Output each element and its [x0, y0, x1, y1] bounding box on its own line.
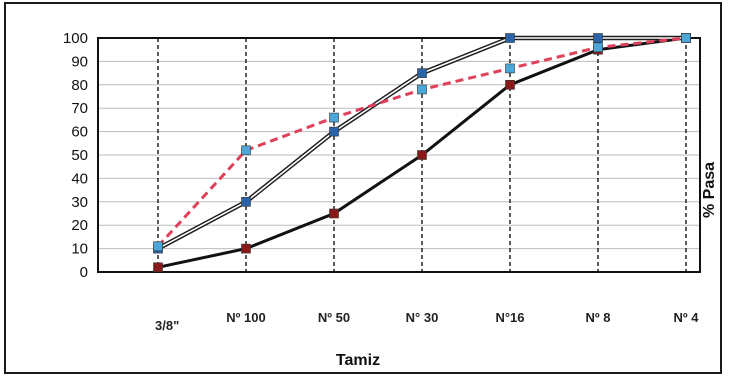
series-1-point-6: [681, 33, 691, 43]
series-0: [153, 33, 691, 254]
x-tick-label-4: N°16: [495, 310, 524, 325]
x-tick-label-5: Nº 8: [586, 310, 611, 325]
series-1-point-0: [153, 241, 163, 252]
series-2-point-4: [505, 80, 515, 90]
y-axis-ticks: 0 10 20 30 40 50 60 70 80 90 100: [63, 30, 88, 281]
y-tick-label-40: 40: [71, 170, 88, 187]
y-tick-label-10: 10: [71, 241, 88, 258]
y-tick-label-50: 50: [71, 147, 88, 164]
series-1-point-2: [329, 112, 339, 123]
series-layer: [153, 33, 691, 273]
series-0-point-3: [417, 68, 427, 78]
y-tick-label-70: 70: [71, 100, 88, 117]
plot-border: [97, 37, 701, 273]
series-1-point-1: [241, 145, 251, 156]
x-tick-label-1: Nº 100: [226, 310, 265, 325]
y-tick-label-30: 30: [71, 194, 88, 211]
series-0-point-1: [241, 197, 251, 207]
x-tick-label-2: Nº 50: [318, 310, 350, 325]
series-1-point-4: [505, 63, 515, 74]
x-axis-label: Tamiz: [336, 352, 380, 369]
y-tick-label-20: 20: [71, 217, 88, 234]
series-0-point-2: [329, 126, 339, 137]
series-1-point-5: [593, 42, 603, 53]
chart-frame: [4, 2, 722, 374]
x-tick-label-6: Nº 4: [674, 310, 700, 325]
series-2-point-3: [417, 150, 427, 160]
x-tick-label-extra: 3/8": [155, 318, 179, 333]
series-0-point-5: [593, 33, 603, 43]
series-0-point-4: [505, 33, 515, 43]
y-tick-label-80: 80: [71, 77, 88, 94]
y-tick-label-0: 0: [80, 264, 88, 281]
x-tick-label-3: N° 30: [406, 310, 439, 325]
y-axis-label: % Pasa: [701, 162, 718, 218]
x-axis-ticks: Nº 100 Nº 50 N° 30 N°16 Nº 8 Nº 4: [226, 310, 699, 325]
series-1-point-3: [417, 84, 427, 95]
y-tick-label-90: 90: [71, 53, 88, 70]
series-2-point-2: [329, 208, 339, 219]
y-tick-label-60: 60: [71, 124, 88, 141]
series-1: [153, 33, 691, 252]
series-2-point-0: [153, 262, 163, 273]
y-tick-label-100: 100: [63, 30, 88, 47]
series-2-point-1: [241, 243, 251, 254]
